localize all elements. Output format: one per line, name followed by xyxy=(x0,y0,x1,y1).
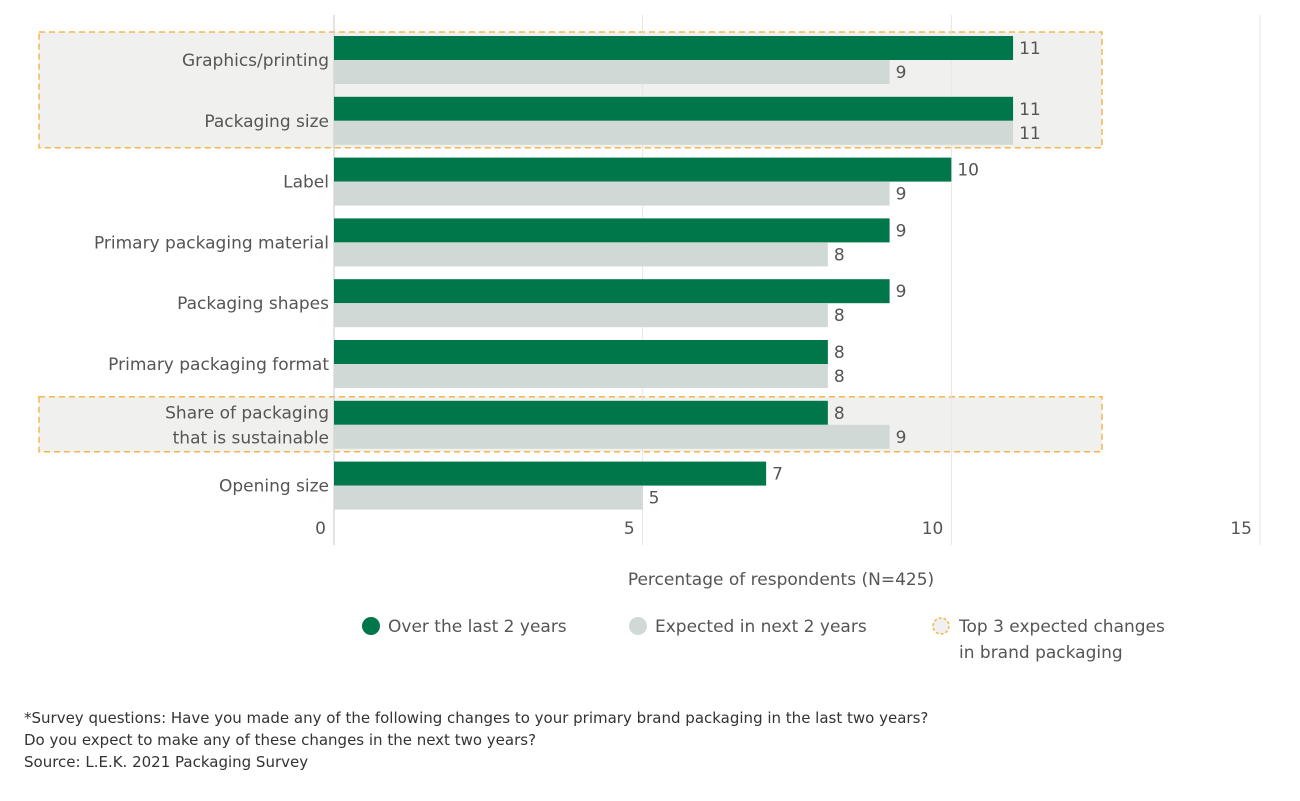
bar-chart: 0 5 10 15 11 9 Graphics/printing 11 11 Packaging … xyxy=(38,15,1261,663)
bar-next-2-years xyxy=(334,181,890,206)
footnote-line-2: Do you expect to make any of these chang… xyxy=(24,731,537,749)
x-tick-label: 15 xyxy=(1230,519,1252,539)
bar-next-2-years xyxy=(334,364,828,388)
legend-marker-last-2-years xyxy=(362,617,380,635)
data-label: 9 xyxy=(896,428,907,448)
data-label: 11 xyxy=(1019,124,1041,144)
bar-last-2-years xyxy=(334,96,1014,121)
bar-next-2-years xyxy=(334,120,1014,145)
x-tick-label: 0 xyxy=(315,519,326,539)
category-label: Primary packaging material xyxy=(94,233,329,253)
category-label: Primary packaging format xyxy=(108,355,329,375)
bar-next-2-years xyxy=(334,424,890,449)
data-label: 7 xyxy=(772,465,783,485)
category-label: Graphics/printing xyxy=(182,51,329,71)
data-label: 9 xyxy=(896,63,907,83)
category-label: Opening size xyxy=(219,477,329,497)
x-axis-title: Percentage of respondents (N=425) xyxy=(628,570,934,590)
category-label: that is sustainable xyxy=(173,428,329,448)
data-label: 9 xyxy=(896,221,907,241)
data-label: 9 xyxy=(896,282,907,302)
bar-last-2-years xyxy=(334,279,890,304)
bar-next-2-years xyxy=(334,60,890,84)
data-label: 8 xyxy=(834,343,845,363)
legend-marker-top3 xyxy=(932,617,950,635)
data-label: 9 xyxy=(896,185,907,205)
x-tick-label: 10 xyxy=(922,519,944,539)
footnote: *Survey questions: Have you made any of … xyxy=(24,707,928,773)
category-label: Share of packaging xyxy=(165,403,329,423)
bar-last-2-years xyxy=(334,461,767,486)
data-label: 8 xyxy=(834,404,845,424)
category-label: Packaging size xyxy=(204,112,329,132)
data-label: 8 xyxy=(834,245,845,265)
data-label: 10 xyxy=(957,161,979,181)
data-label: 5 xyxy=(649,489,660,509)
category-label: Packaging shapes xyxy=(177,294,329,314)
bar-last-2-years xyxy=(334,157,952,182)
footnote-line-1: *Survey questions: Have you made any of … xyxy=(24,709,929,727)
bar-last-2-years xyxy=(334,218,890,243)
category-label: Label xyxy=(283,173,329,193)
bar-last-2-years xyxy=(334,400,828,425)
data-label: 11 xyxy=(1019,39,1041,59)
bar-last-2-years xyxy=(334,340,828,364)
data-label: 11 xyxy=(1019,100,1041,120)
legend-label: Expected in next 2 years xyxy=(655,617,867,637)
bar-next-2-years xyxy=(334,242,828,267)
legend-label: Over the last 2 years xyxy=(388,617,567,637)
bar-next-2-years xyxy=(334,303,828,328)
bar-last-2-years xyxy=(334,36,1014,60)
legend-label: in brand packaging xyxy=(959,643,1123,663)
data-label: 8 xyxy=(834,367,845,387)
legend-label: Top 3 expected changes xyxy=(958,617,1165,637)
x-tick-label: 5 xyxy=(624,519,635,539)
source-line: Source: L.E.K. 2021 Packaging Survey xyxy=(24,753,309,771)
data-label: 8 xyxy=(834,306,845,326)
legend-marker-next-2-years xyxy=(629,617,647,635)
bar-next-2-years xyxy=(334,485,643,510)
